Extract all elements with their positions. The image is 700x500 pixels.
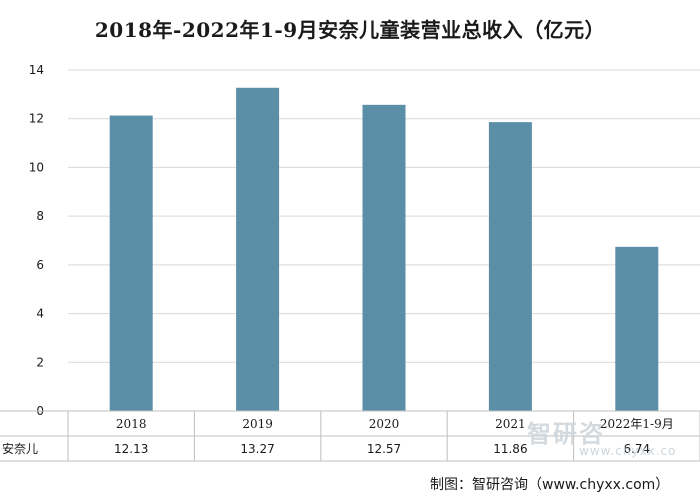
bar [362, 104, 406, 411]
bars [109, 87, 659, 412]
y-tick-label: 2 [36, 355, 44, 369]
x-tick-label: 2022年1-9月 [600, 417, 674, 431]
data-label: 6.74 [623, 442, 650, 456]
y-tick-label: 8 [36, 209, 44, 223]
y-tick-label: 12 [29, 112, 44, 126]
bar [236, 87, 280, 412]
y-tick-label: 10 [29, 160, 44, 174]
x-tick-label: 2020 [369, 417, 400, 431]
legend-series-label: 安奈儿 [2, 441, 38, 456]
watermark-logo: 智研咨 [527, 420, 605, 448]
bar [615, 246, 659, 411]
chart-title: 2018年-2022年1-9月安奈儿童装营业总收入（亿元） [94, 18, 606, 42]
x-tick-label: 2021 [495, 417, 526, 431]
source-note: 制图：智研咨询（www.chyxx.com） [430, 477, 670, 493]
data-label: 11.86 [493, 442, 527, 456]
data-table: 2018 2019 2020 2021 2022年1-9月安奈儿 12.13 13.27 12… [0, 410, 700, 462]
bar [488, 122, 532, 412]
y-tick-label: 4 [36, 307, 44, 321]
x-tick-label: 2018 [116, 417, 147, 431]
y-tick-label: 14 [29, 63, 44, 77]
x-tick-label: 2019 [242, 417, 273, 431]
data-label: 12.13 [114, 442, 148, 456]
watermark-url: www.chyxx.co [579, 444, 677, 458]
data-label: 13.27 [240, 442, 274, 456]
y-tick-label: 6 [36, 258, 44, 272]
data-label: 12.57 [367, 442, 401, 456]
bar [109, 115, 153, 412]
